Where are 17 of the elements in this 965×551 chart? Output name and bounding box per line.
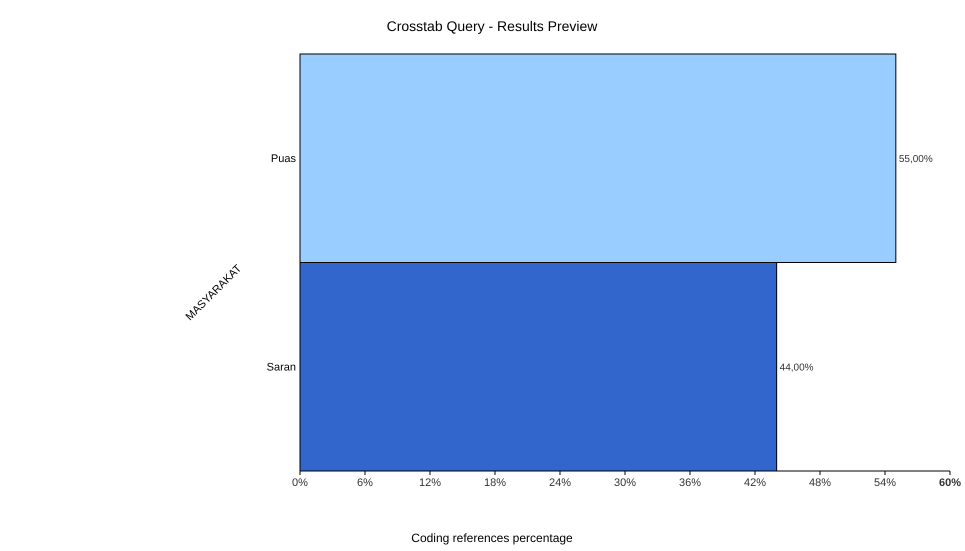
y-tick-label: Puas bbox=[270, 153, 296, 166]
x-tick-label: 36% bbox=[678, 477, 702, 489]
x-tick-label: 6% bbox=[357, 477, 374, 489]
data-label: 55,00% bbox=[898, 154, 933, 165]
x-tick-label: 54% bbox=[874, 477, 896, 489]
x-tick-label: 18% bbox=[484, 477, 506, 489]
x-tick-label: 24% bbox=[548, 477, 572, 489]
x-tick-label: 30% bbox=[614, 477, 636, 489]
y-tick-label: Saran bbox=[266, 362, 296, 374]
x-axis-title: Coding references percentage bbox=[411, 531, 574, 545]
x-tick-label: 12% bbox=[418, 477, 442, 489]
x-tick-label: 48% bbox=[808, 477, 832, 489]
chart-title: Crosstab Query - Results Preview bbox=[386, 18, 598, 34]
x-tick-label: 42% bbox=[744, 477, 766, 489]
x-tick-label: 0% bbox=[292, 477, 308, 489]
data-label: 44,00% bbox=[780, 362, 814, 374]
x-tick-label: 60% bbox=[938, 477, 962, 489]
